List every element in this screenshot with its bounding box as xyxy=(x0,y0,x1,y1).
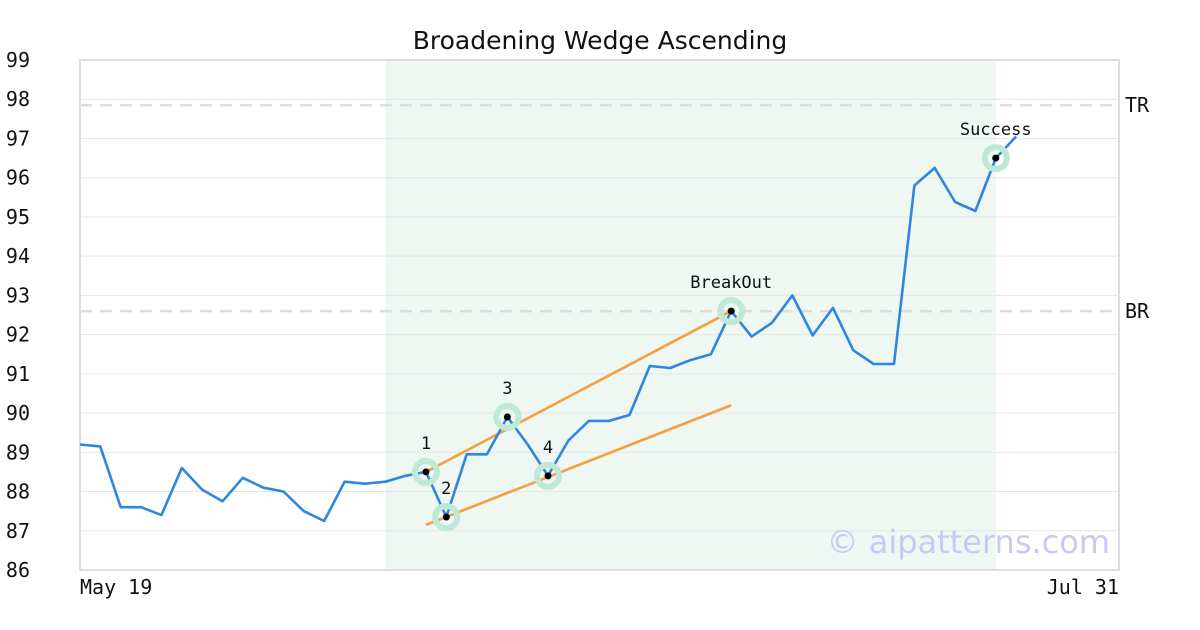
annotation-success: Success xyxy=(960,120,1032,173)
levels: TR BR xyxy=(80,93,1150,323)
annotation-2: 2 xyxy=(432,479,461,532)
y-tick-label: 95 xyxy=(6,205,30,229)
level-label-br: BR xyxy=(1125,299,1150,323)
x-tick-label: Jul 31 xyxy=(1047,575,1119,599)
x-axis-ticks: May 19 Jul 31 xyxy=(80,575,1119,599)
annotation-label: Success xyxy=(960,120,1032,140)
y-tick-label: 96 xyxy=(6,166,30,190)
y-tick-label: 98 xyxy=(6,87,30,111)
marker-ring xyxy=(432,503,461,532)
y-tick-label: 87 xyxy=(6,519,30,543)
pattern-region xyxy=(385,60,996,570)
marker-ring xyxy=(493,403,522,431)
marker-dot xyxy=(422,468,430,476)
annotation-label: BreakOut xyxy=(690,273,772,293)
y-tick-label: 86 xyxy=(6,558,30,582)
x-tick-label: May 19 xyxy=(80,575,152,599)
y-tick-label: 94 xyxy=(6,244,30,268)
y-tick-label: 90 xyxy=(6,401,30,425)
marker-dot xyxy=(727,307,735,315)
marker-dot xyxy=(503,413,511,421)
marker-ring xyxy=(717,297,746,326)
y-tick-label: 91 xyxy=(6,362,30,386)
trendlines xyxy=(425,309,732,527)
y-tick-label: 99 xyxy=(6,48,30,72)
trendline xyxy=(425,404,732,527)
marker-ring xyxy=(534,461,563,490)
watermark: © aipatterns.com xyxy=(827,523,1110,561)
y-tick-label: 93 xyxy=(6,283,30,307)
marker-dot xyxy=(442,513,450,521)
marker-dot xyxy=(544,472,552,480)
marker-dot xyxy=(992,154,1000,162)
trendline xyxy=(425,309,732,474)
annotations: 1 2 3 4 BreakOut Success xyxy=(411,120,1032,532)
y-axis-ticks: 86 87 88 89 90 91 92 93 94 95 96 97 98 99 xyxy=(6,48,30,582)
annotation-label: 2 xyxy=(441,479,451,499)
chart-title: Broadening Wedge Ascending xyxy=(413,26,788,55)
level-label-tr: TR xyxy=(1125,93,1150,117)
annotation-label: 4 xyxy=(543,438,553,458)
marker-ring xyxy=(981,144,1010,173)
y-tick-label: 92 xyxy=(6,323,30,347)
annotation-1: 1 xyxy=(411,434,440,486)
annotation-label: 1 xyxy=(421,434,431,454)
marker-ring xyxy=(411,457,440,486)
y-tick-label: 89 xyxy=(6,440,30,464)
annotation-label: 3 xyxy=(502,379,512,399)
annotation-4: 4 xyxy=(534,438,563,490)
annotation-3: 3 xyxy=(493,379,522,431)
annotation-breakout: BreakOut xyxy=(690,273,772,326)
plot-frame xyxy=(79,59,1120,571)
y-tick-label: 88 xyxy=(6,480,30,504)
y-tick-label: 97 xyxy=(6,126,30,150)
